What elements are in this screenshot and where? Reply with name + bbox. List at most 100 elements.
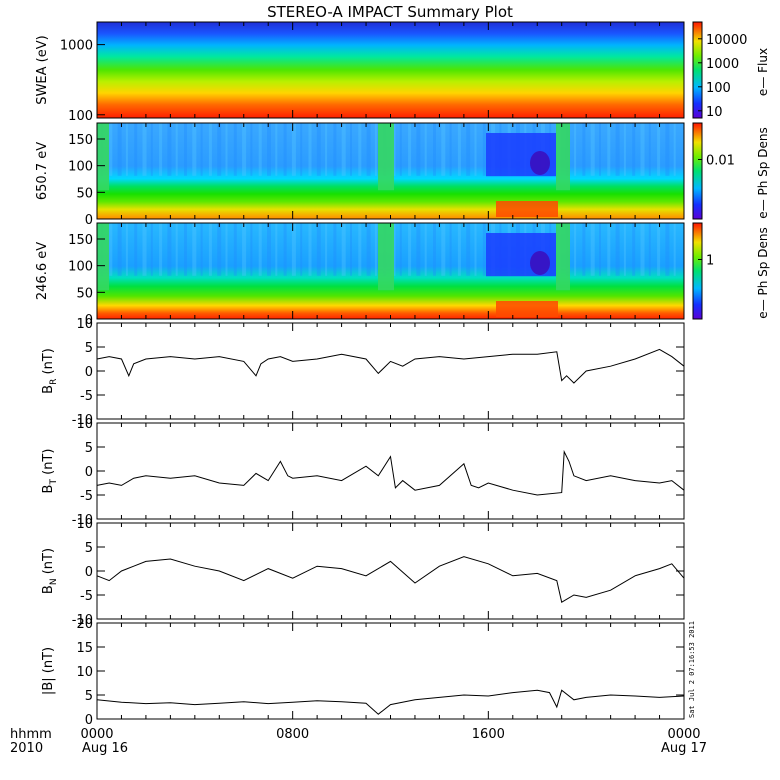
spectrogram-stripe: [316, 123, 321, 176]
y-tick-label: 0: [85, 465, 93, 480]
spectrogram-stripe: [291, 223, 296, 276]
y-tick-label: 0: [85, 365, 93, 380]
spectrogram-stripe: [599, 123, 601, 176]
spectrogram-green-band: [378, 223, 394, 291]
spectrogram-stripe: [574, 223, 577, 276]
spectrogram-stripe: [175, 123, 178, 176]
footer-year: 2010: [10, 741, 43, 756]
spectrogram-stripe: [615, 223, 620, 276]
spectrogram-stripe: [632, 123, 636, 176]
spectrogram-stripe: [283, 123, 287, 176]
spectrogram-stripe: [117, 223, 122, 276]
spectrogram-stripe: [242, 123, 247, 176]
spectrogram-stripe: [300, 123, 303, 176]
spectrogram-stripe: [599, 223, 601, 276]
y-tick-label: 10: [76, 517, 93, 532]
spectrogram-stripe: [657, 123, 661, 176]
spectrogram-stripe: [217, 123, 222, 176]
colorbar-pad246: [692, 222, 703, 320]
spectrogram-stripe: [590, 123, 595, 176]
spectrogram-stripe: [665, 123, 670, 176]
spectrogram-stripe: [217, 223, 222, 276]
spectrogram-stripe: [267, 123, 271, 176]
y-axis-label: |B| (nT): [41, 647, 56, 695]
colorbar-label: e— Ph Sp Dens: [756, 227, 770, 318]
y-axis-label: 246.6 eV: [35, 242, 50, 300]
spectrogram-stripe: [159, 123, 163, 176]
colorbar-tick-label: 10: [706, 105, 723, 120]
spectrogram-stripe: [366, 123, 371, 176]
spectrogram-green-band: [556, 123, 570, 191]
spectrogram-stripe: [159, 223, 163, 276]
spectrogram-stripe: [374, 123, 377, 176]
x-axis-labels: 0000 0800 1600 0000: [80, 727, 700, 742]
y-axis-label-symbol: B: [41, 385, 56, 394]
spectrogram-swea: [97, 22, 684, 118]
y-tick-label: 0: [85, 565, 93, 580]
spectrogram-minimum: [530, 151, 550, 175]
y-axis-label-unit: (nT): [41, 449, 56, 479]
spectrogram-stripe: [341, 123, 346, 176]
spectrogram-stripe: [433, 223, 436, 276]
spectrogram-stripe: [300, 223, 303, 276]
y-axis-label: 650.7 eV: [35, 142, 50, 200]
spectrogram-stripe: [582, 223, 586, 276]
spectrogram-stripe: [275, 123, 278, 176]
spectrogram-stripe: [150, 223, 153, 276]
spectrogram-stripe: [408, 123, 412, 176]
spectrogram-green-band: [556, 223, 570, 291]
spectrogram-stripe: [109, 223, 113, 276]
spectrogram-stripe: [333, 123, 337, 176]
spectrogram-stripe: [640, 223, 645, 276]
y-tick-label: 15: [76, 641, 93, 656]
spectrogram-stripe: [275, 223, 278, 276]
plot-title: STEREO-A IMPACT Summary Plot: [267, 3, 513, 21]
y-axis-label: BR (nT): [41, 348, 59, 394]
spectrogram-stripe: [134, 223, 138, 276]
y-tick-label: 50: [76, 186, 93, 201]
spectrogram-stripe: [657, 223, 661, 276]
spectrogram-stripe: [590, 223, 595, 276]
spectrogram-stripe: [316, 223, 321, 276]
spectrogram-green-band: [97, 123, 109, 191]
spectrogram-stripe: [399, 223, 402, 276]
x-tick-label: 0000: [80, 727, 113, 742]
colorbar-tick-label: 10000: [706, 33, 747, 48]
spectrogram-stripe: [416, 123, 421, 176]
spectrogram-stripe: [441, 123, 446, 176]
spectrogram-stripe: [474, 123, 477, 176]
spectrogram-stripe: [358, 123, 362, 176]
colorbar-tick-label: 0.01: [706, 153, 735, 168]
spectrogram-stripe: [424, 223, 427, 276]
y-tick-label: 150: [68, 133, 93, 148]
spectrogram-stripe: [482, 223, 486, 276]
spectrogram-stripe: [408, 223, 412, 276]
y-axis-label-unit: (nT): [41, 548, 56, 578]
spectrogram-peak: [496, 201, 558, 217]
y-axis-label: BN (nT): [41, 548, 59, 594]
x-tick-label: 0000: [667, 727, 700, 742]
spectrogram-green-band: [378, 123, 394, 191]
footer-date-end: Aug 17: [661, 741, 707, 756]
y-tick-label: 1000: [60, 39, 93, 54]
spectrogram-stripe: [424, 123, 427, 176]
spectrogram-stripe: [175, 223, 178, 276]
spectrogram-stripe: [308, 223, 312, 276]
spectrogram-stripe: [250, 123, 253, 176]
spectrogram-stripe: [615, 123, 620, 176]
spectrogram-stripe: [433, 123, 436, 176]
footer-date-start: Aug 16: [82, 741, 128, 756]
panel-bmag: 0 5 10 15 20 |B| (nT): [41, 617, 685, 728]
spectrogram-stripe: [648, 123, 651, 176]
panel-pad246: 0 50 100 150 246.6 eV 1 e— Ph Sp Dens: [35, 222, 770, 328]
panel-bn: -10 -5 0 5 10 BN (nT): [41, 517, 685, 628]
y-tick-label: 20: [76, 617, 93, 632]
spectrogram-stripe: [325, 223, 328, 276]
spectrogram-stripe: [233, 123, 237, 176]
spectrogram-stripe: [167, 223, 172, 276]
spectrogram-stripe: [125, 123, 128, 176]
spectrogram-stripe: [665, 223, 670, 276]
spectrogram-stripe: [607, 123, 611, 176]
